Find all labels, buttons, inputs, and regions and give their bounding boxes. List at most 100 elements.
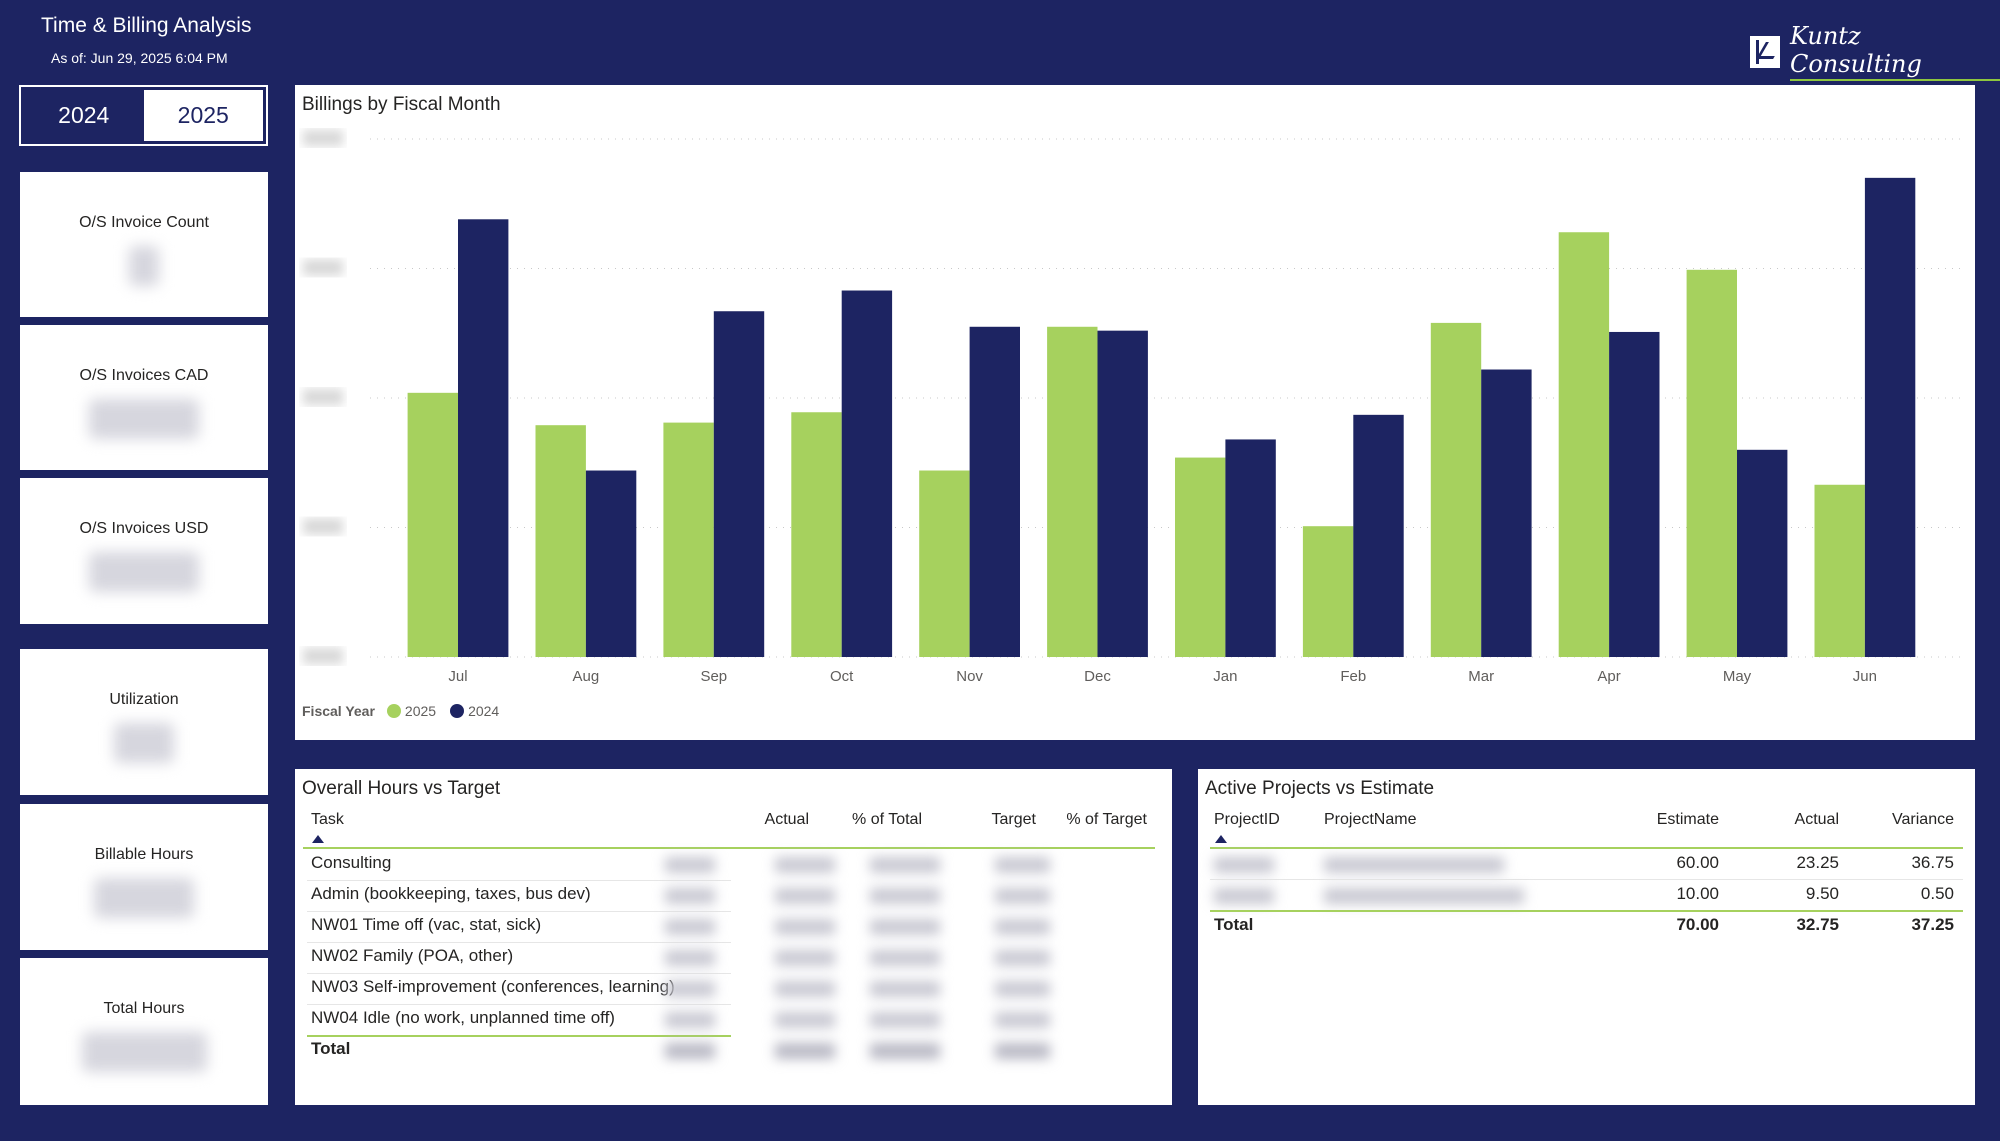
hours-value-obscured xyxy=(665,919,715,935)
card-value-obscured xyxy=(89,552,199,592)
y-tick-label-obscured xyxy=(303,130,343,146)
total-value-obscured xyxy=(775,1043,835,1059)
project-name-obscured xyxy=(1324,888,1524,904)
chart-title: Billings by Fiscal Month xyxy=(302,94,501,115)
x-tick-label: Feb xyxy=(1340,668,1366,685)
slicer-option-2025[interactable]: 2025 xyxy=(143,90,263,141)
bar-2025-feb xyxy=(1302,526,1354,657)
x-tick-label: Jan xyxy=(1213,668,1237,685)
bar-chart-svg: Jul Aug Sep Oct Nov Dec Jan Feb Mar Apr May Jun xyxy=(303,130,1965,685)
bar-2024-jun xyxy=(1864,177,1916,657)
col-header-task[interactable]: Task xyxy=(311,811,344,828)
y-tick-label-obscured xyxy=(303,518,343,535)
billings-chart: Billings by Fiscal Month Jul Aug Sep Oct Nov… xyxy=(295,85,1975,740)
row-divider xyxy=(307,942,731,943)
bar-2024-apr xyxy=(1609,331,1660,657)
bar-2025-apr xyxy=(1558,232,1610,658)
x-tick-label: Oct xyxy=(830,668,854,685)
hours-value-obscured xyxy=(665,1012,715,1028)
fiscal-year-slicer: 2024 2025 xyxy=(19,85,268,146)
hours-value-obscured xyxy=(870,1012,940,1028)
projects-table-panel: Active Projects vs Estimate ProjectID Pr… xyxy=(1198,769,1975,1105)
logo-wordmark: Kuntz Consulting xyxy=(1789,22,2000,81)
card-value-obscured xyxy=(114,723,174,763)
row-divider xyxy=(307,911,731,912)
x-tick-label: Jul xyxy=(448,668,467,685)
row1-estimate: 60.00 xyxy=(1676,853,1719,872)
col-header-pct-total[interactable]: % of Total xyxy=(852,811,922,828)
hours-value-obscured xyxy=(870,981,940,997)
card-label: O/S Invoices USD xyxy=(79,520,209,537)
row-divider xyxy=(1210,879,1963,880)
chart-legend: Fiscal Year 2025 2024 xyxy=(302,703,499,719)
col-header-actual[interactable]: Actual xyxy=(1794,811,1839,828)
card-label: Total Hours xyxy=(103,1000,185,1017)
col-header-pct-target[interactable]: % of Target xyxy=(1066,811,1147,828)
hours-table-panel: Overall Hours vs Target Task Actual % of… xyxy=(295,769,1172,1105)
bar-2025-jun xyxy=(1814,484,1865,657)
col-header-variance[interactable]: Variance xyxy=(1892,811,1954,828)
legend-dot-2024 xyxy=(450,704,465,718)
total-value-obscured xyxy=(995,1043,1050,1059)
total-label: Total xyxy=(311,1039,351,1058)
bar-2025-may xyxy=(1686,269,1737,657)
card-value-obscured xyxy=(89,399,199,439)
card-label: Billable Hours xyxy=(94,846,194,863)
bar-2025-aug xyxy=(535,425,586,657)
x-tick-label: Sep xyxy=(700,668,727,685)
bar-2024-dec xyxy=(1097,330,1148,657)
card-utilization: Utilization xyxy=(20,649,268,795)
legend-label-2024[interactable]: 2024 xyxy=(468,703,500,719)
hours-value-obscured xyxy=(870,950,940,966)
slicer-option-2024[interactable]: 2024 xyxy=(58,102,110,128)
table-title: Overall Hours vs Target xyxy=(302,778,501,799)
card-os-invoice-count: O/S Invoice Count xyxy=(20,172,268,317)
col-header-project-name[interactable]: ProjectName xyxy=(1324,811,1417,828)
bar-2025-oct xyxy=(791,412,842,657)
total-value-obscured xyxy=(870,1043,940,1059)
header-divider xyxy=(303,847,1155,849)
hours-value-obscured xyxy=(775,919,835,935)
x-tick-label: Dec xyxy=(1084,668,1111,685)
bar-2024-mar xyxy=(1481,369,1532,657)
hours-value-obscured xyxy=(995,981,1050,997)
col-header-project-id[interactable]: ProjectID xyxy=(1214,811,1280,828)
task-row-label: NW01 Time off (vac, stat, sick) xyxy=(311,915,542,934)
hours-value-obscured xyxy=(870,888,940,904)
bar-2025-nov xyxy=(919,470,970,657)
card-value-obscured xyxy=(81,1032,207,1072)
bar-2025-mar xyxy=(1430,322,1482,657)
col-header-target[interactable]: Target xyxy=(991,811,1036,828)
row2-actual: 9.50 xyxy=(1805,884,1839,903)
legend-label-2025[interactable]: 2025 xyxy=(404,703,437,719)
legend-dot-2025 xyxy=(386,704,401,718)
hours-value-obscured xyxy=(775,950,835,966)
bar-2024-oct xyxy=(841,290,893,657)
hours-value-obscured xyxy=(995,919,1050,935)
bar-2025-jul xyxy=(407,392,458,657)
bar-2024-feb xyxy=(1353,414,1404,657)
hours-value-obscured xyxy=(995,857,1050,873)
x-tick-label: Jun xyxy=(1853,668,1877,685)
project-id-obscured xyxy=(1214,857,1274,873)
card-label: Utilization xyxy=(109,691,179,708)
col-header-actual[interactable]: Actual xyxy=(764,811,809,828)
x-tick-label: Mar xyxy=(1468,668,1494,685)
bar-2024-jul xyxy=(458,219,509,658)
col-header-estimate[interactable]: Estimate xyxy=(1656,811,1719,828)
row-divider xyxy=(307,1004,731,1005)
hours-value-obscured xyxy=(870,919,940,935)
bar-2024-sep xyxy=(713,311,765,657)
hours-value-obscured xyxy=(995,950,1050,966)
task-row-label: Admin (bookkeeping, taxes, bus dev) xyxy=(311,884,591,903)
y-tick-label-obscured xyxy=(303,648,343,664)
card-os-invoices-usd: O/S Invoices USD xyxy=(20,478,268,624)
hours-value-obscured xyxy=(870,857,940,873)
total-divider xyxy=(307,1035,731,1037)
legend-title: Fiscal Year xyxy=(302,703,375,719)
as-of-timestamp: As of: Jun 29, 2025 6:04 PM xyxy=(51,50,228,66)
bar-2025-dec xyxy=(1047,326,1098,657)
card-os-invoices-cad: O/S Invoices CAD xyxy=(20,325,268,470)
hours-value-obscured xyxy=(665,981,715,997)
hours-value-obscured xyxy=(775,857,835,873)
